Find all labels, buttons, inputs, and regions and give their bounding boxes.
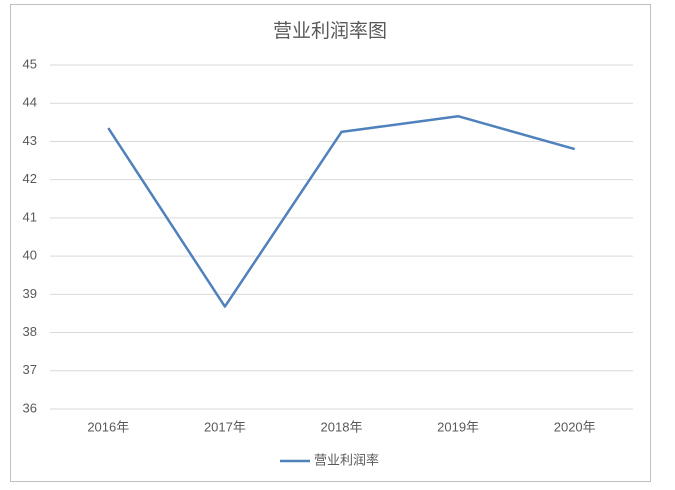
x-tick-label: 2018年 (321, 419, 363, 434)
y-tick-label: 37 (23, 362, 37, 377)
y-tick-label: 36 (23, 400, 37, 415)
y-tick-label: 42 (23, 171, 37, 186)
x-tick-label: 2017年 (204, 419, 246, 434)
x-tick-label: 2020年 (554, 419, 596, 434)
x-tick-label: 2016年 (87, 419, 129, 434)
y-tick-label: 40 (23, 248, 37, 263)
legend-label: 营业利润率 (314, 452, 379, 467)
chart-title: 营业利润率图 (273, 20, 387, 42)
y-tick-label: 39 (23, 286, 37, 301)
y-tick-label: 43 (23, 133, 37, 148)
chart-border (10, 4, 651, 482)
line-series (107, 114, 576, 308)
y-tick-label: 45 (23, 56, 37, 71)
y-tick-label: 41 (23, 209, 37, 224)
y-tick-label: 38 (23, 324, 37, 339)
y-tick-label: 44 (23, 95, 37, 110)
x-tick-label: 2019年 (437, 419, 479, 434)
